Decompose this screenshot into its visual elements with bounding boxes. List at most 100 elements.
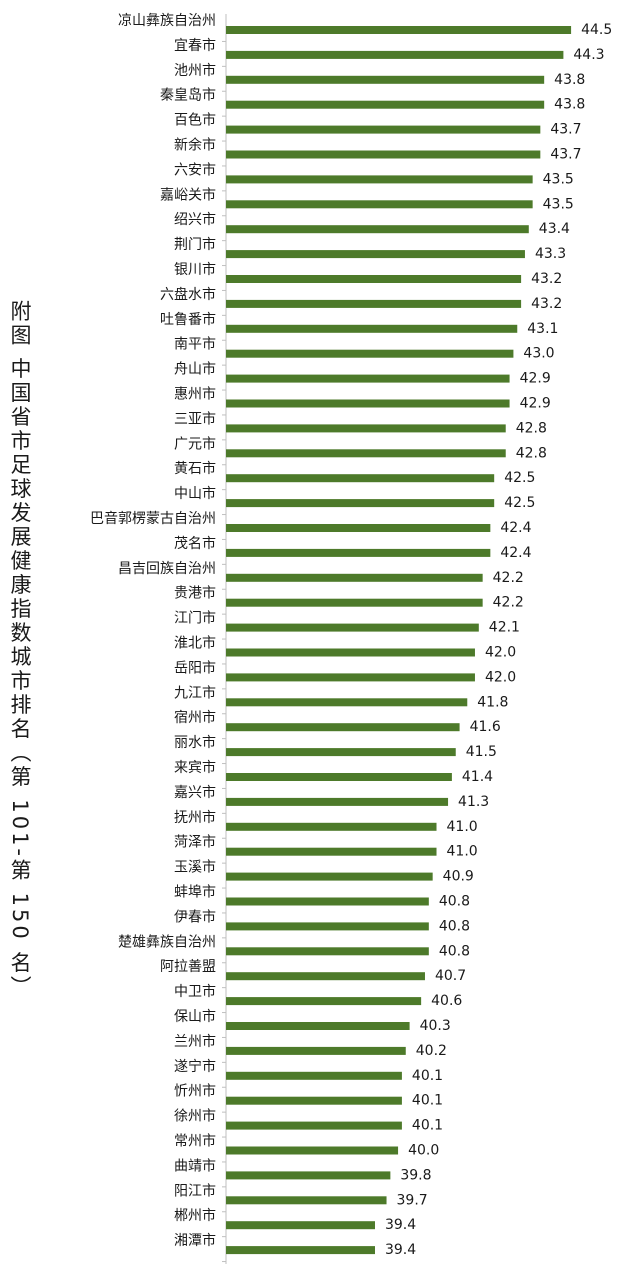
category-label: 九江市 xyxy=(174,684,216,701)
category-label: 阿拉善盟 xyxy=(160,959,216,975)
bar xyxy=(226,1022,410,1030)
bar xyxy=(226,1196,387,1205)
value-label: 40.8 xyxy=(439,943,470,959)
category-label: 保山市 xyxy=(174,1008,216,1025)
value-label: 42.4 xyxy=(500,545,531,561)
bar xyxy=(226,698,468,707)
category-label: 阳江市 xyxy=(174,1182,216,1199)
category-label: 蚌埠市 xyxy=(174,884,216,901)
value-label: 42.2 xyxy=(493,595,524,611)
bar xyxy=(226,100,545,109)
bar xyxy=(226,598,483,607)
category-label: 银川市 xyxy=(174,261,216,278)
value-label: 40.0 xyxy=(408,1143,439,1159)
value-label: 42.5 xyxy=(504,470,535,486)
value-label: 42.0 xyxy=(485,669,516,685)
category-label: 嘉峪关市 xyxy=(160,186,216,203)
category-label: 遂宁市 xyxy=(174,1058,216,1075)
bar xyxy=(226,374,510,383)
bar xyxy=(226,872,433,881)
value-label: 44.3 xyxy=(573,47,604,63)
value-label: 40.1 xyxy=(412,1068,443,1084)
bar xyxy=(226,648,475,657)
value-label: 40.6 xyxy=(431,993,462,1009)
category-label: 抚州市 xyxy=(174,809,216,826)
value-label: 42.9 xyxy=(520,396,551,412)
value-label: 43.1 xyxy=(527,321,558,337)
category-label: 楚雄彝族自治州 xyxy=(118,934,216,950)
category-label: 黄石市 xyxy=(174,460,216,477)
value-label: 43.5 xyxy=(543,171,574,187)
bar xyxy=(226,50,564,59)
bar xyxy=(226,474,495,483)
value-label: 41.8 xyxy=(477,694,508,710)
category-label: 兰州市 xyxy=(174,1033,216,1050)
category-label: 池州市 xyxy=(174,62,216,79)
bar xyxy=(226,225,529,234)
category-label: 绍兴市 xyxy=(174,211,216,228)
bar xyxy=(226,125,541,134)
category-label: 嘉兴市 xyxy=(174,784,216,801)
value-label: 41.0 xyxy=(447,844,478,860)
category-label: 来宾市 xyxy=(174,759,216,776)
bar xyxy=(226,299,522,308)
value-label: 39.7 xyxy=(397,1192,428,1208)
bar xyxy=(226,1096,402,1105)
category-label: 忻州市 xyxy=(174,1083,216,1100)
category-label: 百色市 xyxy=(174,112,216,129)
category-label: 茂名市 xyxy=(174,535,216,552)
value-label: 42.8 xyxy=(516,420,547,436)
bar xyxy=(226,1121,402,1130)
value-label: 43.7 xyxy=(550,122,581,138)
value-label: 43.3 xyxy=(535,246,566,262)
bar xyxy=(226,499,495,508)
category-label: 中山市 xyxy=(174,485,216,502)
bar xyxy=(226,1046,406,1055)
value-label: 43.8 xyxy=(554,72,585,88)
value-label: 43.5 xyxy=(543,196,574,212)
bar xyxy=(226,1171,391,1180)
value-label: 42.4 xyxy=(500,520,531,536)
bar xyxy=(226,1071,402,1080)
category-label: 伊春市 xyxy=(174,908,216,925)
category-label: 昌吉回族自治州 xyxy=(118,561,216,577)
bar xyxy=(226,175,533,184)
category-label: 秦皇岛市 xyxy=(160,87,216,104)
value-label: 42.2 xyxy=(493,570,524,586)
category-label: 舟山市 xyxy=(174,361,216,378)
chart-title: 附图 中国省市足球发展健康指数城市排名（第 101-第 150 名） xyxy=(8,300,32,1000)
bar xyxy=(226,673,475,682)
category-label: 淮北市 xyxy=(174,635,216,652)
bar xyxy=(226,200,533,209)
bar xyxy=(226,773,452,781)
value-label: 40.2 xyxy=(416,1043,447,1059)
value-label: 40.8 xyxy=(439,918,470,934)
bar xyxy=(226,324,518,333)
category-label: 中卫市 xyxy=(174,983,216,1000)
value-label: 43.4 xyxy=(539,221,570,237)
category-label: 宜春市 xyxy=(174,37,216,54)
bar xyxy=(226,75,545,84)
value-label: 43.0 xyxy=(523,346,554,362)
value-label: 40.1 xyxy=(412,1118,443,1134)
category-label: 徐州市 xyxy=(174,1108,216,1125)
value-label: 43.2 xyxy=(531,296,562,312)
value-label: 42.5 xyxy=(504,495,535,511)
value-label: 40.7 xyxy=(435,968,466,984)
value-label: 40.1 xyxy=(412,1093,443,1109)
category-label: 荆门市 xyxy=(174,236,216,253)
bar xyxy=(226,847,437,856)
value-label: 43.2 xyxy=(531,271,562,287)
bar xyxy=(226,548,491,557)
value-label: 41.6 xyxy=(470,719,501,735)
value-label: 41.0 xyxy=(447,819,478,835)
bar xyxy=(226,748,456,757)
category-label: 玉溪市 xyxy=(174,859,216,876)
bar xyxy=(226,1246,375,1255)
bar xyxy=(226,897,429,906)
bar xyxy=(226,623,479,632)
category-label: 郴州市 xyxy=(174,1207,216,1224)
bar xyxy=(226,797,449,806)
bar xyxy=(226,26,572,34)
